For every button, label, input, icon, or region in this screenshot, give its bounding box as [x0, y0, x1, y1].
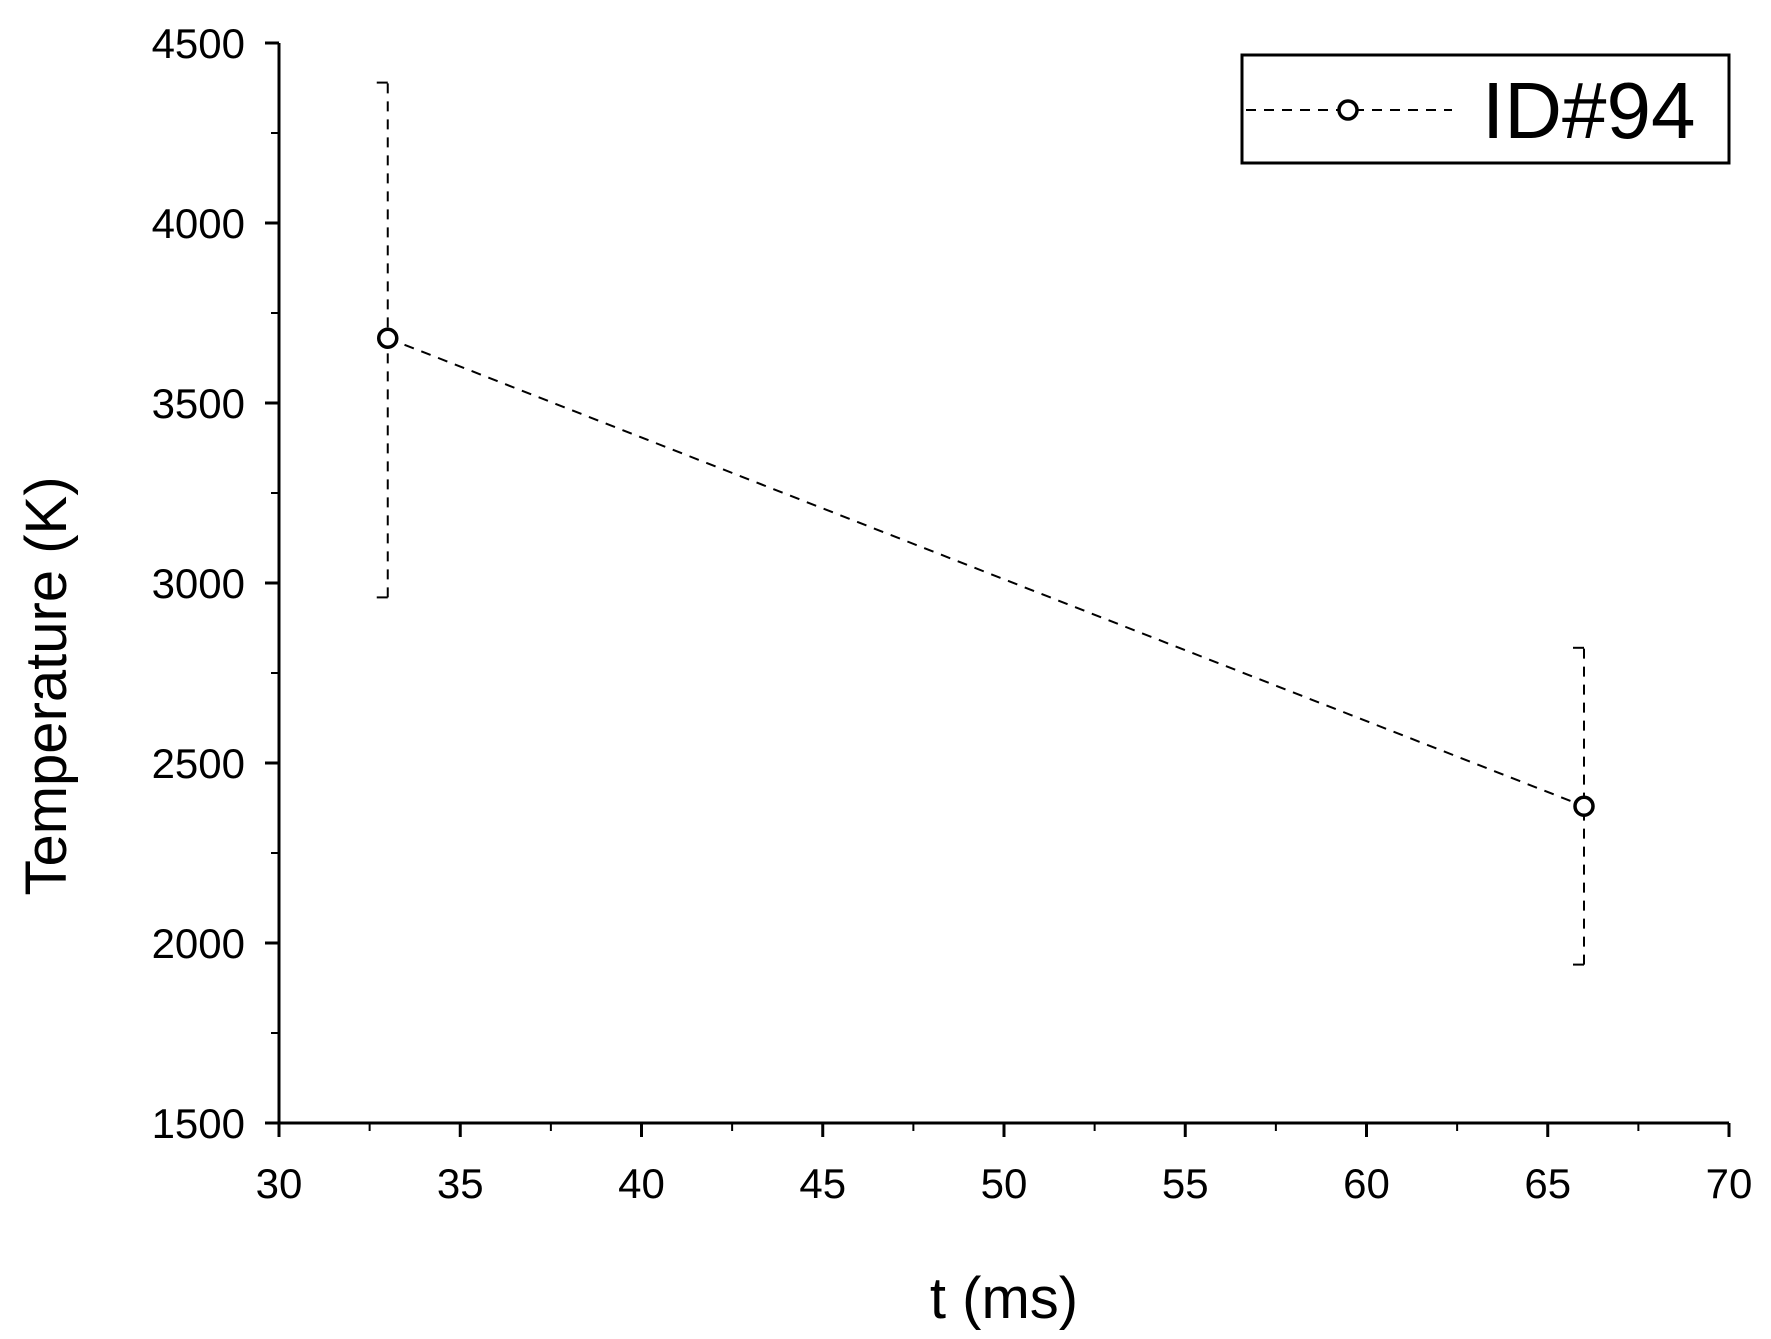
x-tick-label: 40 — [618, 1160, 665, 1207]
x-tick-label: 45 — [799, 1160, 846, 1207]
axes: 30 35 40 45 50 55 60 65 70 1500 2000 2500 3000 3500 40… — [152, 20, 1753, 1207]
series-line — [387, 337, 1585, 808]
x-tick-label: 50 — [981, 1160, 1028, 1207]
y-tick-label: 2500 — [152, 740, 245, 787]
x-tick-label: 30 — [256, 1160, 303, 1207]
x-tick-label: 70 — [1706, 1160, 1753, 1207]
legend: ID#94 — [1240, 53, 1731, 165]
x-tick-label: 65 — [1524, 1160, 1571, 1207]
y-tick-label: 4500 — [152, 20, 245, 67]
x-tick-label: 35 — [437, 1160, 484, 1207]
y-tick-label: 3000 — [152, 560, 245, 607]
x-tick-label: 60 — [1343, 1160, 1390, 1207]
data-point — [1573, 795, 1595, 817]
legend-marker — [1337, 99, 1359, 121]
y-axis-title: Temperature (K) — [14, 476, 79, 895]
x-axis-title: t (ms) — [930, 1266, 1078, 1331]
y-tick-label: 3500 — [152, 380, 245, 427]
legend-label: ID#94 — [1482, 66, 1695, 155]
y-tick-label: 2000 — [152, 920, 245, 967]
plot-area — [376, 81, 1595, 966]
x-tick-label: 55 — [1162, 1160, 1209, 1207]
data-point — [377, 327, 399, 349]
y-tick-label: 4000 — [152, 200, 245, 247]
y-tick-label: 1500 — [152, 1100, 245, 1147]
